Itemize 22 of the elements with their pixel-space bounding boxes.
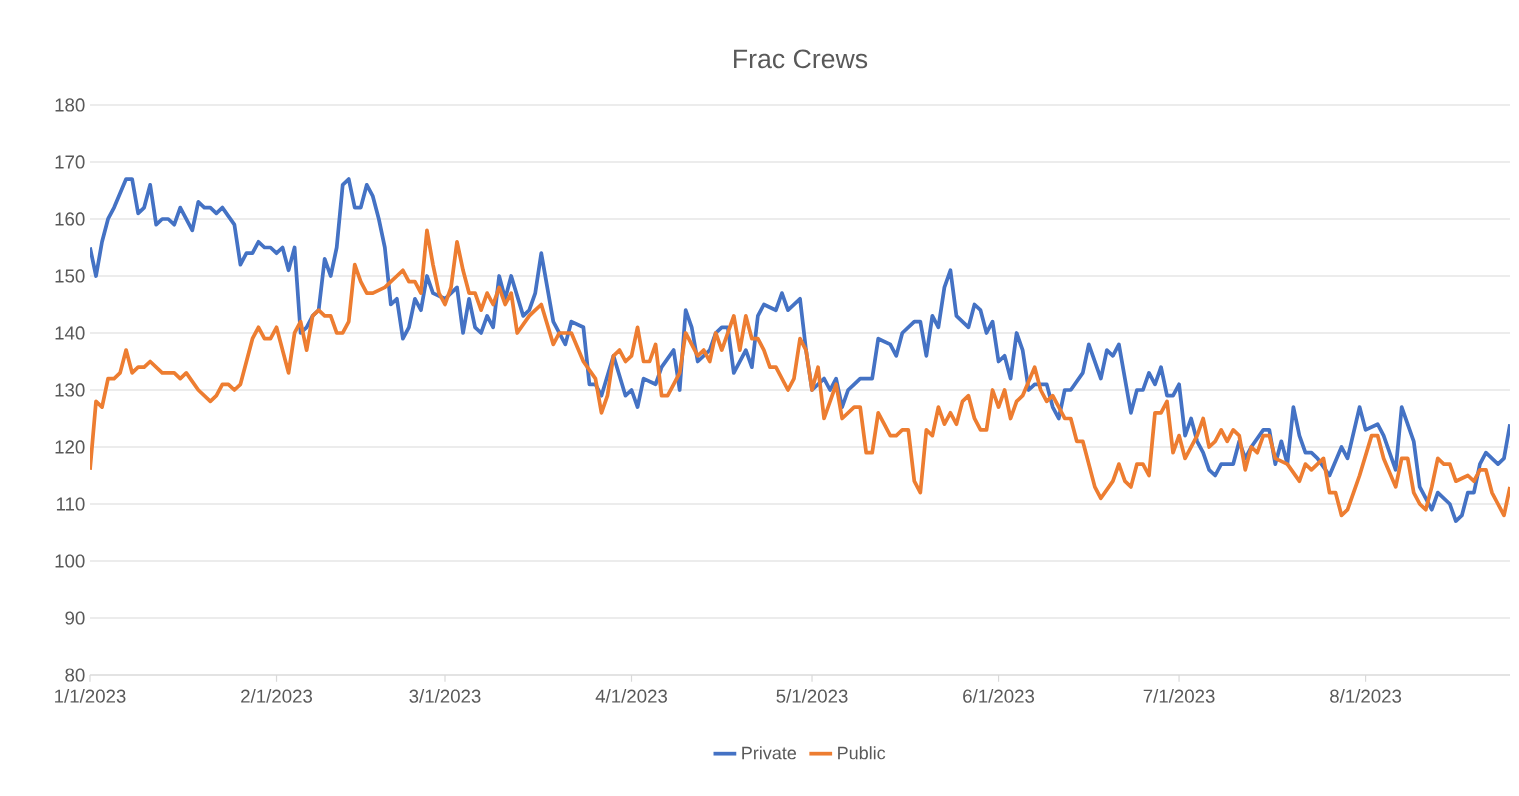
y-tick-label: 90 bbox=[65, 611, 85, 625]
x-tick-label: 3/1/2023 bbox=[409, 689, 481, 703]
y-tick-label: 120 bbox=[55, 440, 85, 454]
y-tick-label: 180 bbox=[55, 98, 85, 112]
y-tick-label: 80 bbox=[65, 668, 85, 682]
x-tick-label: 1/1/2023 bbox=[55, 689, 126, 703]
x-tick-label: 2/1/2023 bbox=[241, 689, 313, 703]
x-tick-label: 5/1/2023 bbox=[776, 689, 848, 703]
y-tick-label: 110 bbox=[56, 497, 85, 511]
legend-label: Public bbox=[838, 746, 886, 760]
y-tick-label: 170 bbox=[55, 155, 85, 169]
legend-label: Private bbox=[742, 746, 797, 760]
y-tick-label: 140 bbox=[55, 326, 85, 340]
x-tick-label: 6/1/2023 bbox=[963, 689, 1035, 703]
x-tick-label: 7/1/2023 bbox=[1143, 689, 1215, 703]
y-tick-label: 100 bbox=[55, 554, 85, 568]
x-tick-label: 8/1/2023 bbox=[1330, 689, 1402, 703]
x-tick-label: 4/1/2023 bbox=[595, 689, 668, 703]
y-tick-label: 150 bbox=[55, 269, 85, 283]
y-tick-label: 130 bbox=[55, 383, 85, 397]
chart-title: Frac Crews bbox=[734, 49, 868, 69]
y-tick-label: 160 bbox=[55, 212, 85, 226]
